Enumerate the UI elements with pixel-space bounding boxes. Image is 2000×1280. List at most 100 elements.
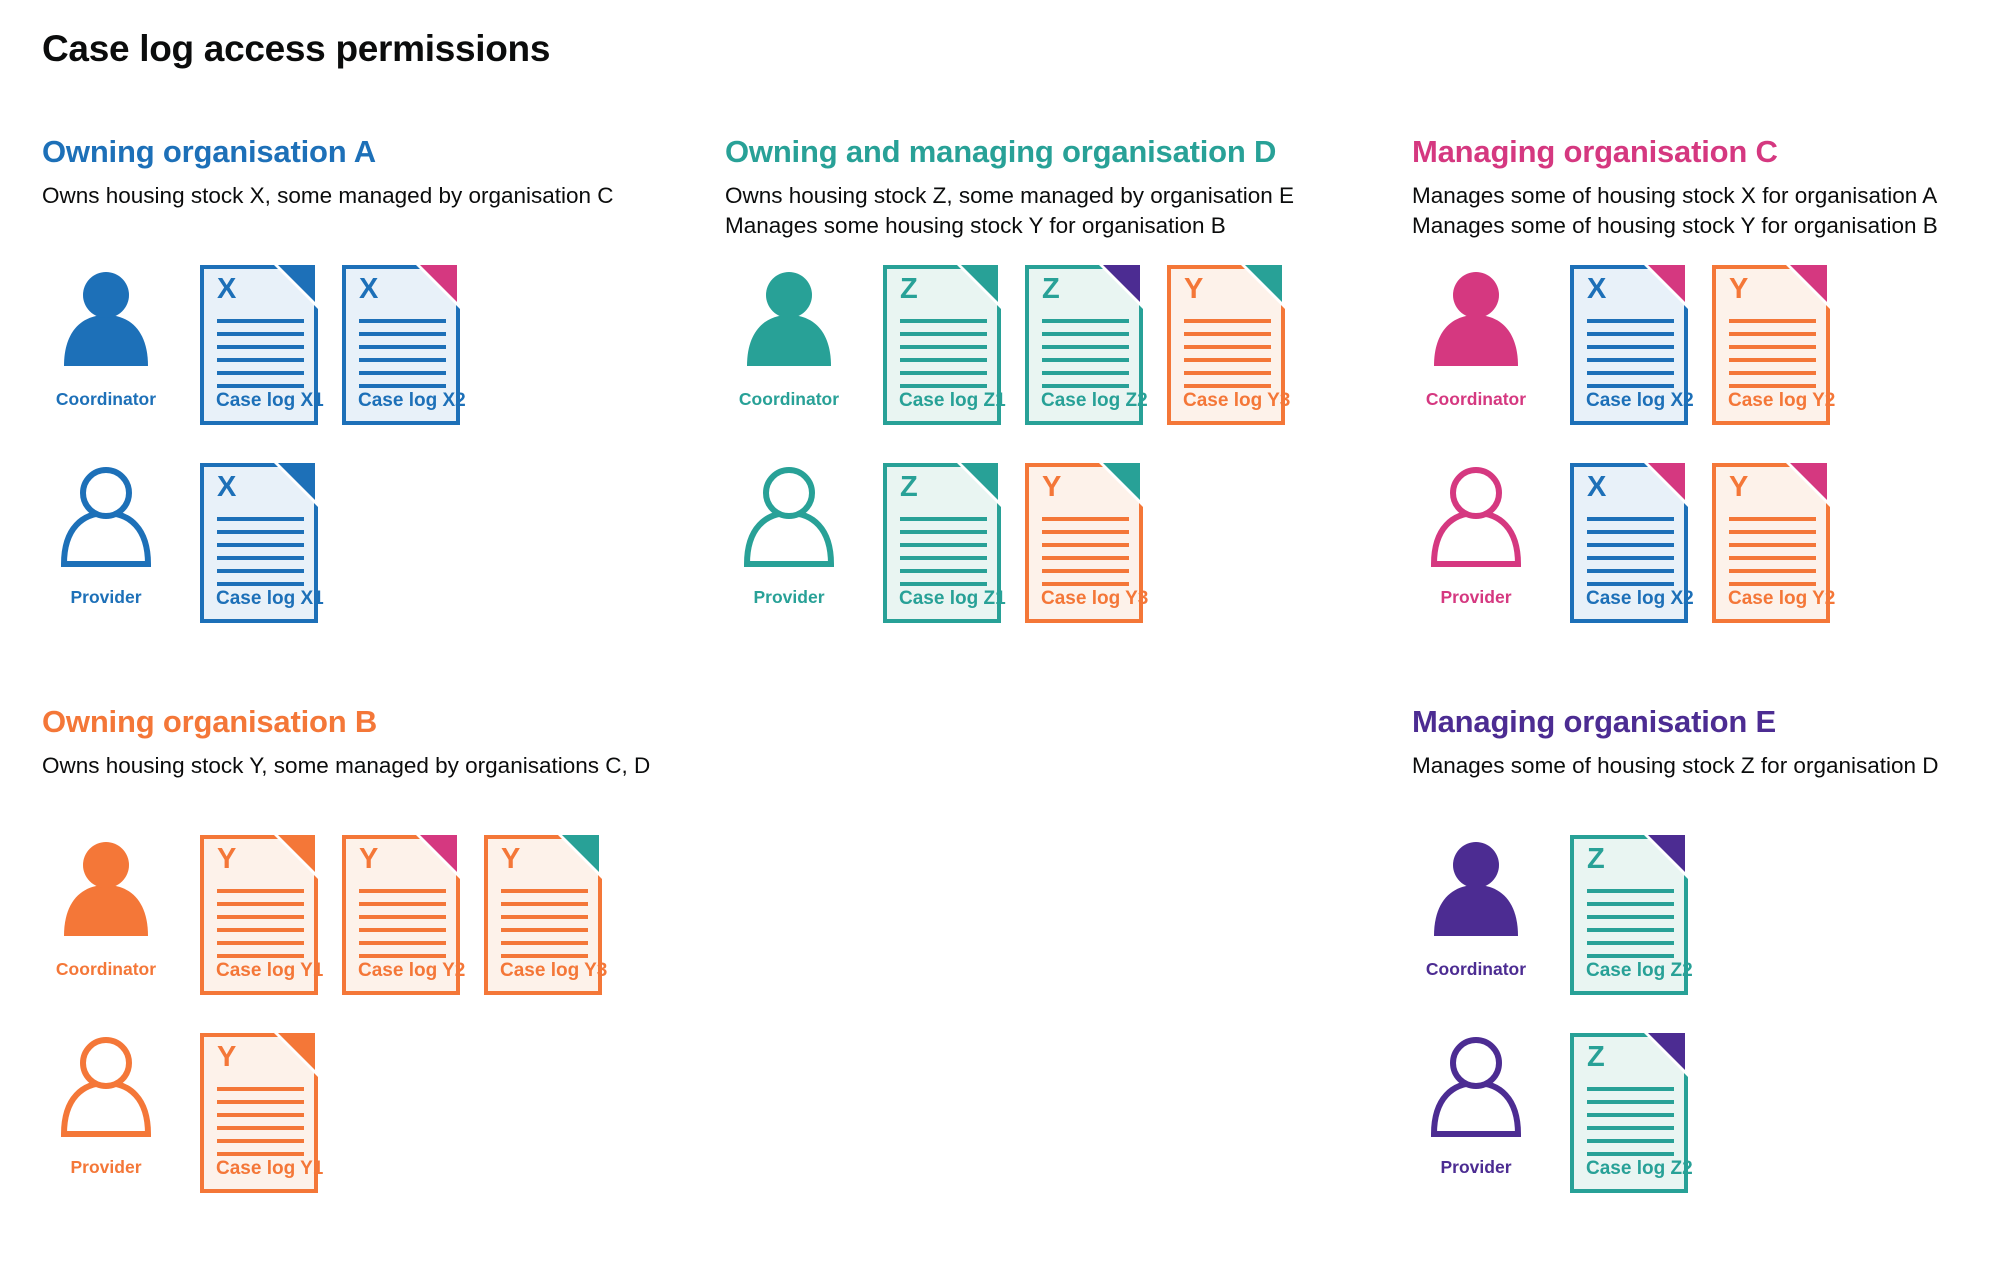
text-line	[501, 928, 588, 932]
folded-corner-icon	[274, 835, 318, 879]
folded-corner-icon	[1644, 835, 1688, 879]
text-line	[217, 1152, 304, 1156]
folded-corner-icon	[274, 1033, 318, 1077]
doc-text-lines	[217, 1087, 304, 1165]
text-line	[1587, 1087, 1674, 1091]
coordinator-person-icon	[1434, 272, 1518, 366]
provider-person-icon	[743, 467, 835, 567]
org-section-rows: Coordinator X Case log X1 X Case log X2	[42, 265, 466, 661]
text-line	[1587, 569, 1674, 573]
doc-text-lines	[1729, 517, 1816, 595]
text-line	[359, 889, 446, 893]
doc-text-lines	[1587, 1087, 1674, 1165]
doc-case-log-y1: Y Case log Y1	[200, 1033, 323, 1193]
provider-person-icon	[1430, 1037, 1522, 1137]
person-body-shape	[60, 509, 152, 567]
doc-label: Case log Z1	[899, 390, 1006, 411]
org-section-description: Owns housing stock X, some managed by or…	[42, 181, 692, 211]
provider-label: Provider	[753, 587, 825, 607]
provider-row: Provider Y Case log Y1	[42, 1033, 602, 1193]
folded-corner-icon	[1786, 265, 1830, 309]
text-line	[900, 319, 987, 323]
text-line	[359, 332, 446, 336]
doc-label: Case log Y2	[1728, 390, 1836, 411]
text-line	[1042, 345, 1129, 349]
folded-corner-icon	[1644, 265, 1688, 309]
doc-case-log-z2: Z Case log Z2	[1570, 835, 1693, 995]
text-line	[1184, 371, 1271, 375]
text-line	[1729, 543, 1816, 547]
text-line	[1587, 902, 1674, 906]
text-line	[501, 915, 588, 919]
doc-stock-letter: Z	[1042, 273, 1060, 305]
folded-corner-icon	[274, 265, 318, 309]
doc-label: Case log Y1	[216, 1158, 324, 1179]
text-line	[1184, 319, 1271, 323]
text-line	[217, 556, 304, 560]
coordinator-person-icon	[64, 842, 148, 936]
text-line	[900, 371, 987, 375]
text-line	[359, 371, 446, 375]
text-line	[359, 902, 446, 906]
doc-label: Case log Y3	[1183, 390, 1291, 411]
doc-case-log-z1: Z Case log Z1	[883, 463, 1006, 623]
text-line	[217, 915, 304, 919]
text-line	[217, 889, 304, 893]
doc-case-log-x2: X Case log X2	[1570, 463, 1694, 623]
doc-case-log-y3: Y Case log Y3	[484, 835, 607, 995]
text-line	[217, 358, 304, 362]
doc-stock-letter: Z	[900, 273, 918, 305]
text-line	[217, 332, 304, 336]
org-section-org-a: Owning organisation A Owns housing stock…	[42, 134, 692, 623]
text-line	[900, 358, 987, 362]
text-line	[359, 954, 446, 958]
text-line	[217, 1087, 304, 1091]
text-line	[1587, 1152, 1674, 1156]
person-head-shape	[1453, 272, 1499, 318]
text-line	[900, 517, 987, 521]
person-body-shape	[1430, 1079, 1522, 1137]
text-line	[1729, 569, 1816, 573]
case-log-documents: X Case log X1	[200, 463, 324, 623]
doc-label: Case log Y2	[1728, 588, 1836, 609]
text-line	[900, 582, 987, 586]
coordinator-row: Coordinator Z Case log Z1 Z Case log Z2 …	[725, 265, 1290, 425]
case-log-documents: Z Case log Z1 Z Case log Z2 Y	[883, 265, 1290, 425]
doc-text-lines	[1729, 319, 1816, 397]
text-line	[1042, 556, 1129, 560]
person: Coordinator	[725, 265, 883, 410]
case-log-documents: X Case log X2 Y Case log Y2	[1570, 265, 1835, 425]
org-description-line: Owns housing stock Y, some managed by or…	[42, 753, 651, 779]
org-description-line: Owns housing stock X, some managed by or…	[42, 183, 614, 209]
text-line	[501, 889, 588, 893]
person-head-shape	[80, 1037, 132, 1089]
text-line	[501, 902, 588, 906]
case-log-documents: Z Case log Z2	[1570, 1033, 1693, 1193]
text-line	[1587, 530, 1674, 534]
case-log-documents: X Case log X2 Y Case log Y2	[1570, 463, 1835, 623]
doc-label: Case log Y3	[1041, 588, 1149, 609]
text-line	[217, 582, 304, 586]
org-section-title: Owning organisation B	[42, 704, 378, 739]
folded-corner-icon	[1099, 265, 1143, 309]
doc-case-log-z2: Z Case log Z2	[1570, 1033, 1693, 1193]
person: Coordinator	[1412, 265, 1570, 410]
person: Provider	[42, 1033, 200, 1178]
org-description-line: Manages some housing stock Y for organis…	[725, 213, 1226, 239]
doc-stock-letter: Z	[900, 471, 918, 503]
person: Provider	[42, 463, 200, 608]
text-line	[1587, 319, 1674, 323]
doc-text-lines	[1587, 517, 1674, 595]
text-line	[900, 569, 987, 573]
text-line	[1729, 345, 1816, 349]
folded-corner-icon	[274, 463, 318, 507]
coordinator-label: Coordinator	[55, 389, 157, 409]
person: Provider	[1412, 1033, 1570, 1178]
text-line	[900, 332, 987, 336]
text-line	[1042, 569, 1129, 573]
person: Coordinator	[1412, 835, 1570, 980]
folded-corner-icon	[957, 463, 1001, 507]
text-line	[1042, 319, 1129, 323]
person-body-shape	[743, 509, 835, 567]
text-line	[217, 530, 304, 534]
